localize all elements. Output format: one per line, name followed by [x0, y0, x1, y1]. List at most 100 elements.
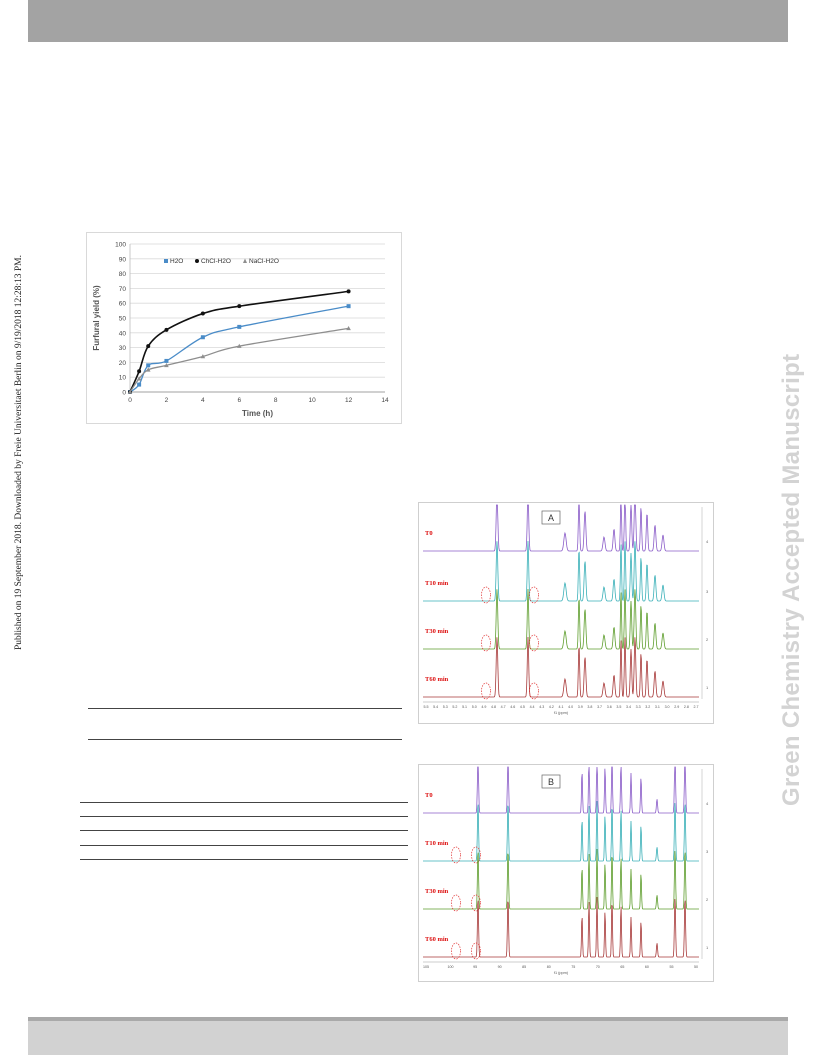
trace-label: T30 min — [425, 888, 449, 895]
ppm-tick-label: 4.7 — [501, 705, 506, 709]
ppm-tick-label: 95 — [473, 965, 477, 969]
spectrum-trace — [423, 801, 699, 862]
ppm-tick-label: 4.0 — [568, 705, 573, 709]
panel-label-box — [541, 774, 561, 789]
y-tick-label: 50 — [119, 316, 127, 323]
nmr-panel-a: 4 3 2 1 T0 T10 min T30 min T60 min A 5.5 5.4 5.3 5.2… — [418, 502, 714, 724]
ppm-tick-label: 55 — [669, 965, 673, 969]
legend-marker — [164, 259, 168, 263]
ppm-tick-label: 3.4 — [626, 705, 631, 709]
nmr-b-svg: 4 3 2 1 T0 T10 min T30 min T60 min B 105 100 95 90 85… — [423, 766, 709, 975]
ppm-tick-label: 5.2 — [452, 705, 457, 709]
y-axis-label: Furfural yield (%) — [92, 285, 101, 351]
y-tick-label: 40 — [119, 330, 127, 337]
ppm-tick-label: 4.4 — [530, 705, 535, 709]
y-tick-label: 0 — [122, 390, 126, 397]
ppm-tick-label: 5.4 — [433, 705, 438, 709]
x-axis-label: Time (h) — [242, 409, 273, 418]
highlight-circle — [529, 682, 539, 700]
x-tick-label: 0 — [128, 397, 132, 404]
panel-label: B — [548, 777, 554, 787]
ppm-tick-label: 50 — [694, 965, 698, 969]
data-point-ChCl-H2O — [346, 289, 351, 294]
x-tick-label: 6 — [237, 397, 241, 404]
y-tick-label: 10 — [119, 375, 127, 382]
ppm-tick-label: 4.5 — [520, 705, 525, 709]
ppm-tick-label: 3.9 — [578, 705, 583, 709]
data-point-ChCl-H2O — [137, 369, 142, 374]
spectrum-trace — [423, 849, 699, 910]
legend-marker — [243, 258, 247, 263]
right-tick-label: 3 — [706, 589, 709, 594]
ppm-axis-label: f1 (ppm) — [554, 711, 569, 715]
data-point-H2O — [346, 304, 351, 309]
ppm-tick-label: 3.3 — [636, 705, 641, 709]
highlight-circle — [451, 894, 461, 912]
nmr-panel-b: 4 3 2 1 T0 T10 min T30 min T60 min B 105 100 95 90 85… — [418, 764, 714, 982]
ppm-tick-label: 90 — [498, 965, 502, 969]
right-tick-label: 2 — [706, 897, 709, 902]
publication-note: Published on 19 September 2018. Download… — [14, 254, 24, 650]
highlight-circle — [529, 634, 539, 652]
right-tick-label: 3 — [706, 849, 709, 854]
x-tick-label: 14 — [381, 397, 389, 404]
ppm-tick-label: 70 — [596, 965, 600, 969]
data-point-NaCl-H2O — [200, 354, 206, 359]
ppm-tick-label: 4.9 — [481, 705, 486, 709]
highlight-circle — [481, 634, 491, 652]
right-tick-label: 4 — [706, 801, 709, 806]
y-tick-label: 20 — [119, 360, 127, 367]
x-tick-label: 12 — [345, 397, 353, 404]
right-tick-label: 2 — [706, 637, 709, 642]
y-tick-label: 90 — [119, 256, 127, 263]
table-rule — [80, 859, 408, 860]
ppm-tick-label: 100 — [448, 965, 454, 969]
legend-label: NaCl-H2O — [249, 258, 279, 265]
right-tick-label: 1 — [706, 685, 709, 690]
header-bar — [28, 0, 788, 42]
x-tick-label: 4 — [201, 397, 205, 404]
trace-label: T60 min — [425, 676, 449, 683]
table-rule — [80, 802, 408, 803]
trace-label: T0 — [425, 530, 433, 537]
highlight-circle — [471, 894, 481, 912]
trace-label: T10 min — [425, 580, 449, 587]
furfural-yield-chart: 0 10 20 30 40 50 60 70 80 90 100 0 2 4 6 8 10 12 14 Time (h… — [86, 232, 402, 424]
nmr-a-svg: 4 3 2 1 T0 T10 min T30 min T60 min A 5.5 5.4 5.3 5.2… — [423, 504, 709, 715]
ppm-tick-label: 5.0 — [472, 705, 477, 709]
highlight-circle — [471, 846, 481, 864]
ppm-tick-label: 80 — [547, 965, 551, 969]
ppm-tick-label: 65 — [620, 965, 624, 969]
ppm-tick-label: 105 — [423, 965, 429, 969]
ppm-tick-label: 4.1 — [559, 705, 564, 709]
watermark: Green Chemistry Accepted Manuscript — [778, 353, 805, 806]
data-point-NaCl-H2O — [346, 325, 351, 331]
ppm-tick-label: 5.1 — [462, 705, 467, 709]
ppm-tick-label: 85 — [522, 965, 526, 969]
ppm-tick-label: 3.1 — [655, 705, 660, 709]
data-point-NaCl-H2O — [127, 389, 133, 394]
data-point-ChCl-H2O — [164, 327, 169, 332]
trace-label: T30 min — [425, 628, 449, 635]
ppm-tick-label: 4.6 — [510, 705, 515, 709]
y-tick-label: 70 — [119, 286, 127, 293]
y-tick-label: 100 — [115, 242, 126, 249]
data-point-ChCl-H2O — [200, 311, 205, 316]
data-point-H2O — [200, 335, 205, 340]
data-point-H2O — [137, 382, 142, 387]
ppm-tick-label: 2.7 — [694, 705, 699, 709]
data-point-NaCl-H2O — [145, 367, 151, 372]
highlight-circle — [451, 846, 461, 864]
table-rule — [80, 845, 408, 846]
spectrum-trace — [423, 766, 699, 814]
data-point-H2O — [237, 324, 242, 329]
y-tick-label: 80 — [119, 271, 127, 278]
legend-label: ChCl-H2O — [201, 258, 231, 265]
ppm-tick-label: 3.6 — [607, 705, 612, 709]
data-point-ChCl-H2O — [237, 304, 242, 309]
ppm-tick-label: 5.3 — [443, 705, 448, 709]
ppm-tick-label: 4.8 — [491, 705, 496, 709]
chart-svg: 0 10 20 30 40 50 60 70 80 90 100 0 2 4 6 8 10 12 14 Time (h… — [92, 242, 389, 419]
legend-marker — [195, 259, 199, 263]
trace-label: T60 min — [425, 936, 449, 943]
